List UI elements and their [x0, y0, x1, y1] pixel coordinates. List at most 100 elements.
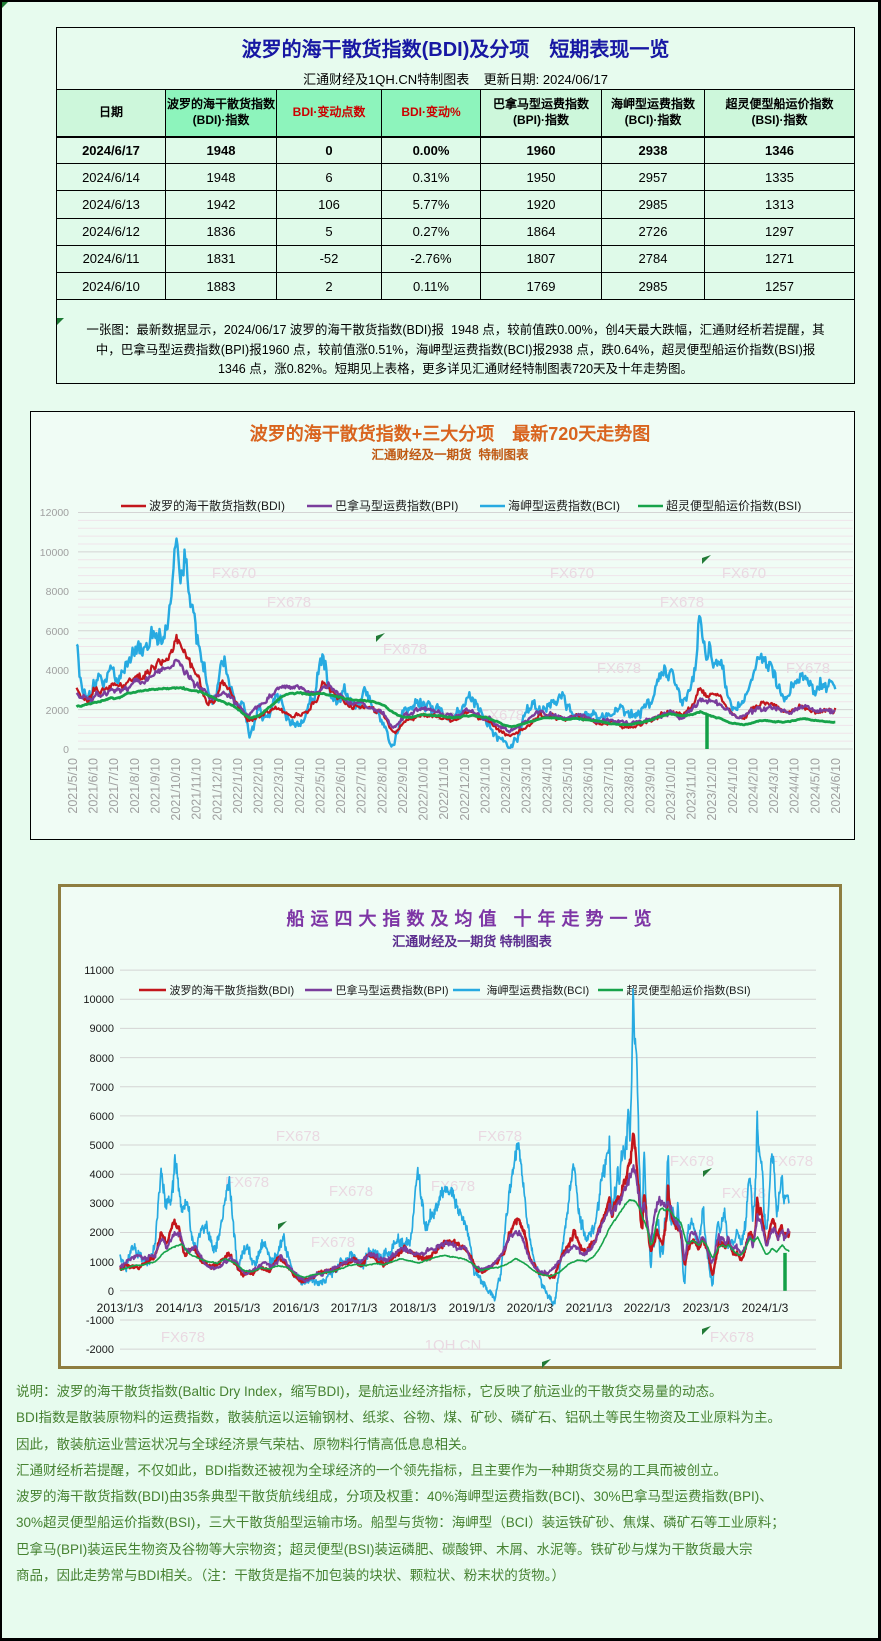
- svg-text:巴拿马型运费指数(BPI): 巴拿马型运费指数(BPI): [335, 498, 458, 513]
- svg-text:2022/2/10: 2022/2/10: [252, 758, 266, 814]
- svg-text:9000: 9000: [90, 1023, 114, 1035]
- svg-text:7000: 7000: [90, 1082, 114, 1094]
- svg-text:2021/8/10: 2021/8/10: [128, 758, 142, 814]
- svg-text:-1000: -1000: [86, 1315, 114, 1327]
- svg-text:10000: 10000: [40, 547, 69, 559]
- svg-text:汇通财经及一期货 特制图表: 汇通财经及一期货 特制图表: [392, 934, 553, 949]
- svg-text:-2000: -2000: [86, 1344, 114, 1356]
- svg-text:2021/7/10: 2021/7/10: [107, 758, 121, 814]
- svg-text:1000: 1000: [90, 1257, 114, 1269]
- svg-text:2023/11/10: 2023/11/10: [685, 758, 699, 820]
- svg-text:2024/1/10: 2024/1/10: [726, 758, 740, 814]
- svg-text:2016/1/3: 2016/1/3: [273, 1301, 320, 1315]
- svg-text:2023/1/3: 2023/1/3: [683, 1301, 730, 1315]
- svg-text:超灵便型船运价指数(BSI): 超灵便型船运价指数(BSI): [627, 983, 751, 997]
- svg-text:2022/4/10: 2022/4/10: [293, 758, 307, 814]
- svg-text:0: 0: [63, 744, 69, 756]
- svg-text:波罗的海干散货指数(BDI): 波罗的海干散货指数(BDI): [170, 983, 295, 997]
- svg-text:8000: 8000: [90, 1053, 114, 1065]
- svg-text:2022/8/10: 2022/8/10: [375, 758, 389, 814]
- svg-text:2022/6/10: 2022/6/10: [334, 758, 348, 814]
- svg-text:2019/1/3: 2019/1/3: [449, 1301, 496, 1315]
- svg-text:FX670: FX670: [550, 565, 594, 582]
- svg-text:FX670: FX670: [212, 565, 256, 582]
- svg-text:2021/11/10: 2021/11/10: [190, 758, 204, 820]
- svg-text:12000: 12000: [40, 507, 69, 519]
- svg-text:FX678: FX678: [769, 1153, 813, 1170]
- svg-text:4000: 4000: [90, 1169, 114, 1181]
- svg-text:2022/10/10: 2022/10/10: [417, 758, 431, 821]
- svg-text:海岬型运费指数(BCI): 海岬型运费指数(BCI): [508, 498, 620, 513]
- svg-text:2022/1/10: 2022/1/10: [231, 758, 245, 814]
- svg-text:2023/7/10: 2023/7/10: [602, 758, 616, 814]
- svg-text:2022/5/10: 2022/5/10: [313, 758, 327, 814]
- svg-text:2017/1/3: 2017/1/3: [331, 1301, 378, 1315]
- svg-text:FX678: FX678: [786, 660, 830, 677]
- svg-text:2023/12/10: 2023/12/10: [705, 758, 719, 821]
- svg-text:波罗的海干散货指数+三大分项 最新720天走势图: 波罗的海干散货指数+三大分项 最新720天走势图: [250, 423, 651, 444]
- svg-text:2023/1/10: 2023/1/10: [478, 758, 492, 814]
- svg-text:巴拿马型运费指数(BPI): 巴拿马型运费指数(BPI): [336, 983, 449, 997]
- svg-text:FX678: FX678: [383, 641, 427, 658]
- svg-text:5000: 5000: [90, 1140, 114, 1152]
- svg-text:2023/4/10: 2023/4/10: [540, 758, 554, 814]
- svg-text:3000: 3000: [90, 1198, 114, 1210]
- svg-text:2023/9/10: 2023/9/10: [643, 758, 657, 814]
- svg-text:2024/4/10: 2024/4/10: [788, 758, 802, 814]
- svg-text:2021/1/3: 2021/1/3: [566, 1301, 613, 1315]
- svg-text:船运四大指数及均值 十年走势一览: 船运四大指数及均值 十年走势一览: [287, 908, 658, 929]
- svg-text:2024/2/10: 2024/2/10: [747, 758, 761, 814]
- svg-text:2018/1/3: 2018/1/3: [390, 1301, 437, 1315]
- svg-text:汇通财经及一期货 特制图表: 汇通财经及一期货 特制图表: [372, 447, 529, 462]
- svg-text:6000: 6000: [90, 1111, 114, 1123]
- svg-text:FX678: FX678: [722, 1185, 766, 1202]
- svg-text:2022/1/3: 2022/1/3: [624, 1301, 671, 1315]
- svg-text:6000: 6000: [46, 626, 70, 638]
- svg-text:FX678: FX678: [660, 594, 704, 611]
- svg-text:2023/10/10: 2023/10/10: [664, 758, 678, 821]
- svg-text:2022/9/10: 2022/9/10: [396, 758, 410, 814]
- svg-text:10000: 10000: [83, 994, 114, 1006]
- svg-text:2022/3/10: 2022/3/10: [272, 758, 286, 814]
- svg-text:FX678: FX678: [311, 1234, 355, 1251]
- svg-text:波罗的海干散货指数(BDI): 波罗的海干散货指数(BDI): [149, 498, 285, 513]
- svg-text:2023/3/10: 2023/3/10: [520, 758, 534, 814]
- svg-text:4000: 4000: [46, 665, 70, 677]
- svg-text:2021/6/10: 2021/6/10: [87, 758, 101, 814]
- svg-text:2024/1/3: 2024/1/3: [742, 1301, 789, 1315]
- svg-text:超灵便型船运价指数(BSI): 超灵便型船运价指数(BSI): [666, 498, 801, 513]
- svg-text:1QH.CN: 1QH.CN: [425, 1337, 482, 1354]
- svg-text:2022/11/10: 2022/11/10: [437, 758, 451, 820]
- svg-text:2000: 2000: [90, 1227, 114, 1239]
- svg-text:FX678: FX678: [670, 1153, 714, 1170]
- svg-text:2024/3/10: 2024/3/10: [767, 758, 781, 814]
- svg-text:2013/1/3: 2013/1/3: [97, 1301, 144, 1315]
- svg-text:FX678: FX678: [597, 660, 641, 677]
- svg-text:FX678: FX678: [276, 1128, 320, 1145]
- svg-text:2023/6/10: 2023/6/10: [582, 758, 596, 814]
- svg-text:FX678: FX678: [329, 1183, 373, 1200]
- svg-text:2024/5/10: 2024/5/10: [808, 758, 822, 814]
- svg-text:FX678: FX678: [161, 1329, 205, 1346]
- svg-text:FX678: FX678: [478, 1128, 522, 1145]
- svg-text:2015/1/3: 2015/1/3: [214, 1301, 261, 1315]
- svg-text:FX678: FX678: [267, 594, 311, 611]
- svg-text:海岬型运费指数(BCI): 海岬型运费指数(BCI): [487, 983, 590, 997]
- svg-text:FX678: FX678: [225, 1174, 269, 1191]
- svg-text:2020/1/3: 2020/1/3: [507, 1301, 554, 1315]
- svg-text:11000: 11000: [84, 965, 114, 977]
- svg-text:2023/5/10: 2023/5/10: [561, 758, 575, 814]
- svg-text:2021/10/10: 2021/10/10: [169, 758, 183, 821]
- svg-text:2022/7/10: 2022/7/10: [355, 758, 369, 814]
- svg-text:2014/1/3: 2014/1/3: [156, 1301, 203, 1315]
- svg-text:FX670: FX670: [722, 565, 766, 582]
- svg-text:2021/5/10: 2021/5/10: [66, 758, 80, 814]
- svg-text:2021/9/10: 2021/9/10: [149, 758, 163, 814]
- svg-text:2024/6/10: 2024/6/10: [829, 758, 843, 814]
- svg-text:2000: 2000: [46, 705, 70, 717]
- svg-text:2022/12/10: 2022/12/10: [458, 758, 472, 821]
- svg-text:2023/2/10: 2023/2/10: [499, 758, 513, 814]
- svg-text:2021/12/10: 2021/12/10: [210, 758, 224, 821]
- svg-text:FX678: FX678: [710, 1329, 754, 1346]
- svg-text:2023/8/10: 2023/8/10: [623, 758, 637, 814]
